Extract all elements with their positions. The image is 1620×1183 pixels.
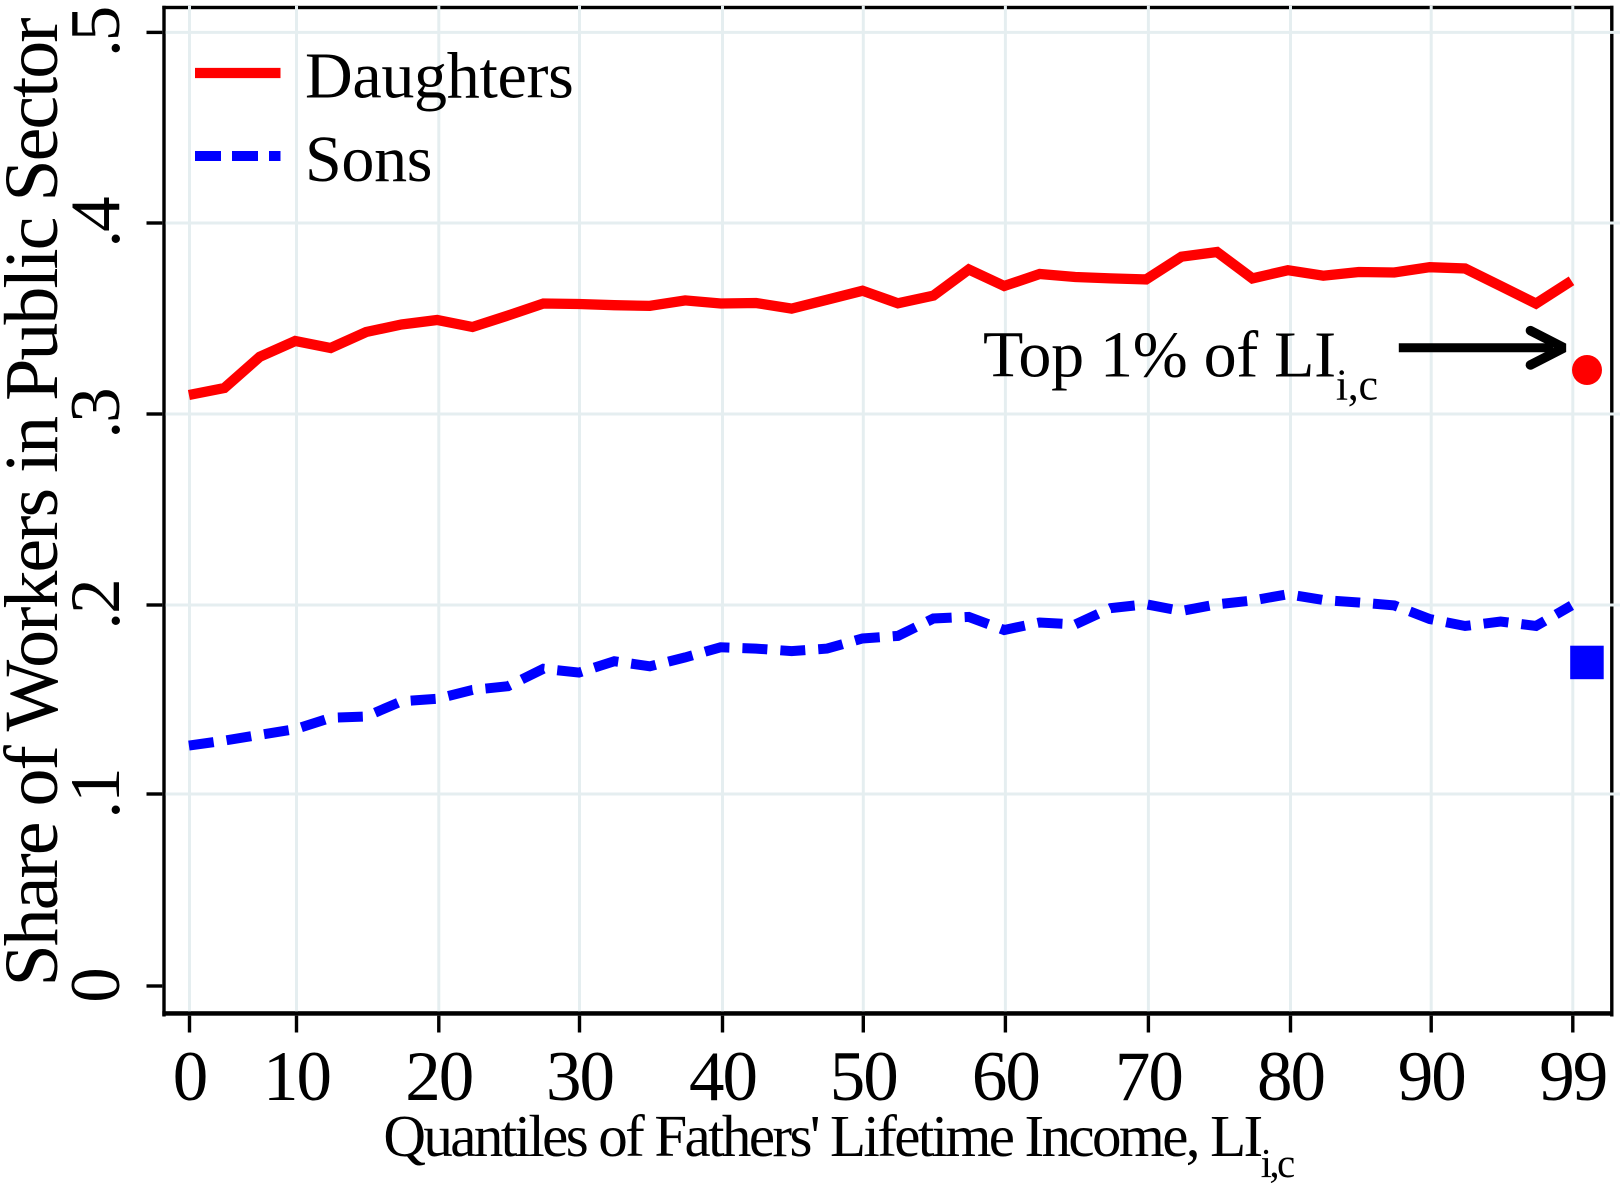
svg-text:20: 20 — [405, 1038, 472, 1116]
svg-text:.1: .1 — [57, 769, 135, 818]
svg-text:Sons: Sons — [305, 123, 432, 196]
svg-text:0: 0 — [173, 1038, 207, 1116]
svg-text:10: 10 — [263, 1038, 330, 1116]
svg-text:90: 90 — [1398, 1038, 1465, 1116]
svg-text:30: 30 — [546, 1038, 613, 1116]
svg-text:.4: .4 — [57, 197, 135, 248]
svg-text:.2: .2 — [57, 580, 135, 629]
svg-text:80: 80 — [1257, 1038, 1324, 1116]
svg-text:99: 99 — [1539, 1038, 1606, 1116]
svg-text:.3: .3 — [57, 389, 135, 438]
svg-text:Share of Workers in Public Sec: Share of Workers in Public Sector — [0, 18, 74, 987]
svg-text:40: 40 — [689, 1038, 756, 1116]
svg-text:0: 0 — [57, 969, 135, 1003]
svg-text:.5: .5 — [57, 8, 135, 57]
svg-text:50: 50 — [830, 1038, 897, 1116]
svg-text:60: 60 — [972, 1038, 1039, 1116]
svg-text:70: 70 — [1115, 1038, 1182, 1116]
svg-text:Daughters: Daughters — [305, 40, 574, 113]
